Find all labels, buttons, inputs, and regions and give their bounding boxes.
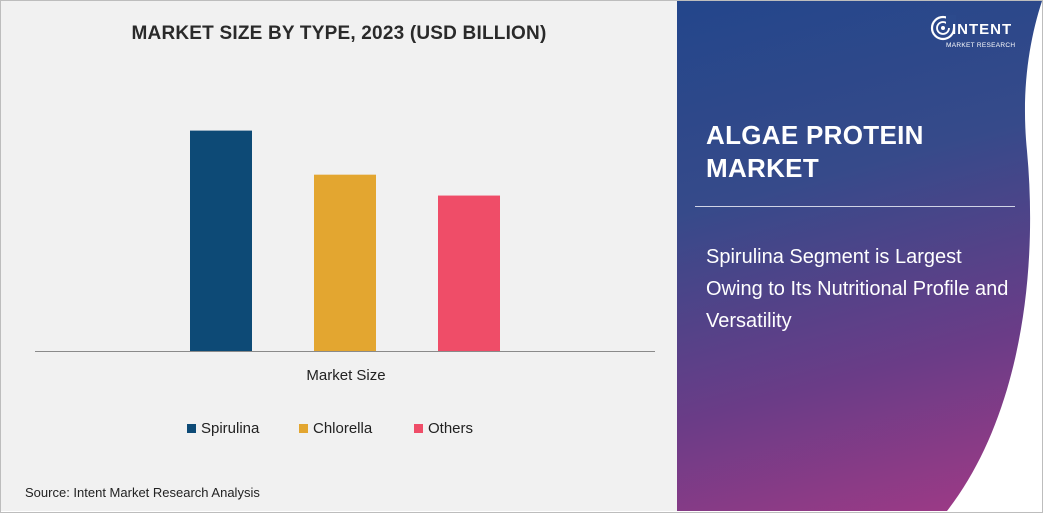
logo-icon	[930, 15, 956, 41]
legend-item-chlorella: Chlorella	[299, 420, 372, 437]
legend-label-others: Others	[428, 420, 474, 437]
legend-label-spirulina: Spirulina	[201, 420, 260, 437]
legend-swatch-spirulina	[187, 424, 196, 433]
legend-swatch-chlorella	[299, 424, 308, 433]
chart-panel: MARKET SIZE BY TYPE, 2023 (USD BILLION) …	[1, 1, 677, 511]
market-title: ALGAE PROTEIN MARKET	[706, 120, 924, 183]
legend-item-others: Others	[414, 420, 473, 437]
source-note: Source: Intent Market Research Analysis	[25, 485, 260, 500]
intent-logo: INTENT MARKET RESEARCH	[930, 13, 1020, 57]
legend-swatch-others	[414, 424, 423, 433]
legend-item-spirulina: Spirulina	[187, 420, 259, 437]
decorative-curve	[947, 1, 1042, 511]
x-category-label: Market Size	[306, 367, 386, 384]
legend-label-chlorella: Chlorella	[313, 420, 373, 437]
bar-others	[438, 195, 500, 351]
chart-title: MARKET SIZE BY TYPE, 2023 (USD BILLION)	[131, 23, 547, 44]
info-panel: INTENT MARKET RESEARCH ALGAE PROTEIN MAR…	[677, 1, 1042, 511]
logo-subtext: MARKET RESEARCH	[946, 42, 1016, 49]
bar-spirulina	[190, 130, 252, 351]
bar-chart	[35, 130, 655, 352]
divider	[695, 206, 1015, 207]
legend: Spirulina Chlorella Others	[1, 420, 677, 440]
logo-text: INTENT	[952, 21, 1013, 38]
key-insight-text: Spirulina Segment is Largest Owing to It…	[706, 246, 1009, 332]
bar-chlorella	[314, 174, 376, 351]
